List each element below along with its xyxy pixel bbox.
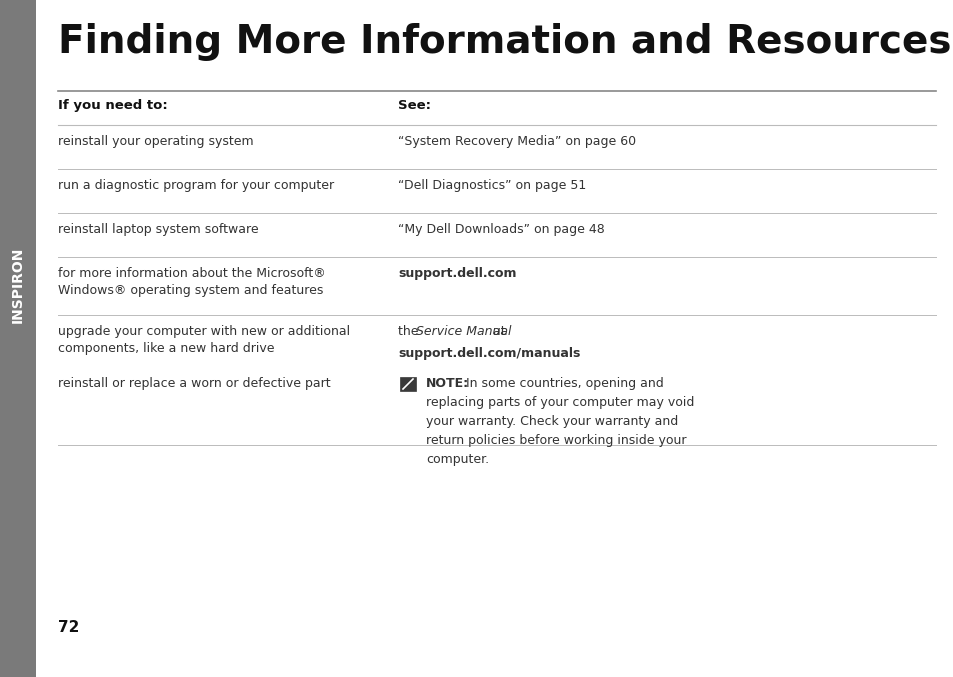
Text: computer.: computer. [426,453,489,466]
Text: reinstall your operating system: reinstall your operating system [58,135,253,148]
Text: reinstall or replace a worn or defective part: reinstall or replace a worn or defective… [58,377,331,390]
FancyBboxPatch shape [399,377,416,391]
Text: the: the [397,325,422,338]
Text: reinstall laptop system software: reinstall laptop system software [58,223,258,236]
Text: support.dell.com: support.dell.com [397,267,516,280]
Text: at: at [489,325,505,338]
Text: “System Recovery Media” on page 60: “System Recovery Media” on page 60 [397,135,636,148]
Text: See:: See: [397,99,431,112]
Text: your warranty. Check your warranty and: your warranty. Check your warranty and [426,415,678,428]
Text: Finding More Information and Resources: Finding More Information and Resources [58,23,950,61]
Text: for more information about the Microsoft®
Windows® operating system and features: for more information about the Microsoft… [58,267,325,297]
Text: In some countries, opening and: In some countries, opening and [461,377,663,390]
Text: If you need to:: If you need to: [58,99,168,112]
Text: upgrade your computer with new or additional
components, like a new hard drive: upgrade your computer with new or additi… [58,325,350,355]
Text: Service Manual: Service Manual [416,325,511,338]
Text: “My Dell Downloads” on page 48: “My Dell Downloads” on page 48 [397,223,604,236]
Text: NOTE:: NOTE: [426,377,469,390]
Text: return policies before working inside your: return policies before working inside yo… [426,434,686,447]
Text: support.dell.com/manuals: support.dell.com/manuals [397,347,579,360]
Text: run a diagnostic program for your computer: run a diagnostic program for your comput… [58,179,334,192]
Text: 72: 72 [58,620,79,635]
Text: replacing parts of your computer may void: replacing parts of your computer may voi… [426,396,694,409]
Text: “Dell Diagnostics” on page 51: “Dell Diagnostics” on page 51 [397,179,586,192]
Text: INSPIRON: INSPIRON [11,246,25,322]
Bar [0,0,36,677]
